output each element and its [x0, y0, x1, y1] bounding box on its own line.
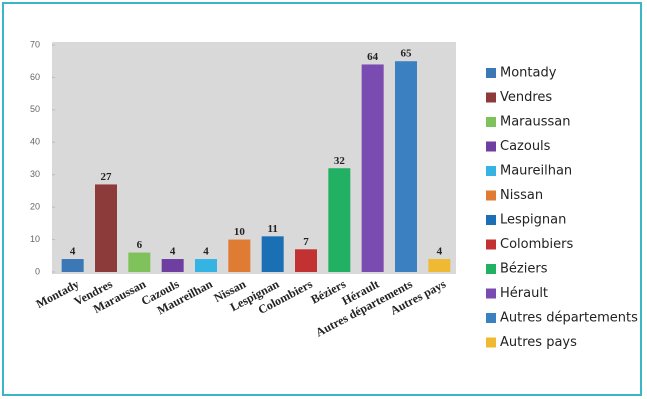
legend-label: Montady [500, 66, 557, 81]
legend-label: Autres pays [500, 335, 577, 350]
bar [395, 61, 417, 272]
y-tick-label: 0 [35, 266, 40, 276]
legend-label: Hérault [500, 286, 548, 301]
value-label: 6 [137, 239, 143, 251]
legend-label: Vendres [500, 90, 552, 105]
bar [361, 64, 384, 272]
value-label: 4 [203, 246, 209, 258]
bar [228, 239, 251, 272]
legend-swatch [486, 288, 496, 299]
value-label: 32 [334, 155, 346, 167]
value-label: 4 [170, 246, 176, 258]
value-label: 4 [70, 246, 76, 258]
legend-swatch [486, 141, 496, 152]
legend-swatch [486, 68, 496, 78]
legend-swatch [486, 92, 496, 103]
bar [195, 259, 217, 272]
value-label: 7 [303, 236, 309, 248]
value-label: 4 [437, 246, 443, 258]
value-label: 65 [401, 48, 413, 60]
bar [95, 184, 117, 272]
value-label: 27 [101, 171, 113, 183]
y-tick-label: 70 [30, 39, 40, 49]
legend-label: Béziers [500, 262, 548, 277]
bar [161, 259, 184, 272]
value-label: 64 [367, 51, 379, 63]
legend-swatch [486, 166, 496, 176]
bar [261, 236, 284, 272]
legend-swatch [486, 264, 496, 274]
y-tick-label: 10 [30, 234, 40, 244]
bar [328, 168, 351, 272]
y-tick-label: 40 [30, 137, 40, 147]
legend-swatch [486, 117, 496, 127]
legend-swatch [486, 190, 496, 201]
y-tick-label: 50 [30, 104, 40, 114]
legend-label: Lespignan [500, 213, 566, 228]
legend-label: Colombiers [500, 237, 573, 252]
y-tick-label: 20 [30, 202, 40, 212]
plot-area [52, 42, 456, 274]
y-tick-label: 30 [30, 169, 40, 179]
legend-label: Maraussan [500, 115, 570, 130]
bar [295, 249, 317, 272]
legend-swatch [486, 215, 496, 225]
legend-swatch [486, 337, 496, 348]
legend-swatch [486, 239, 496, 250]
y-tick-label: 60 [30, 72, 40, 82]
legend-label: Maureilhan [500, 164, 572, 179]
value-label: 10 [234, 226, 246, 238]
bar [128, 252, 151, 272]
bar [61, 259, 84, 272]
bar [428, 259, 451, 272]
legend-label: Cazouls [500, 139, 551, 154]
legend-label: Autres départements [500, 311, 638, 326]
value-label: 11 [267, 223, 277, 235]
legend-label: Nissan [500, 188, 543, 203]
legend-swatch [486, 313, 496, 323]
